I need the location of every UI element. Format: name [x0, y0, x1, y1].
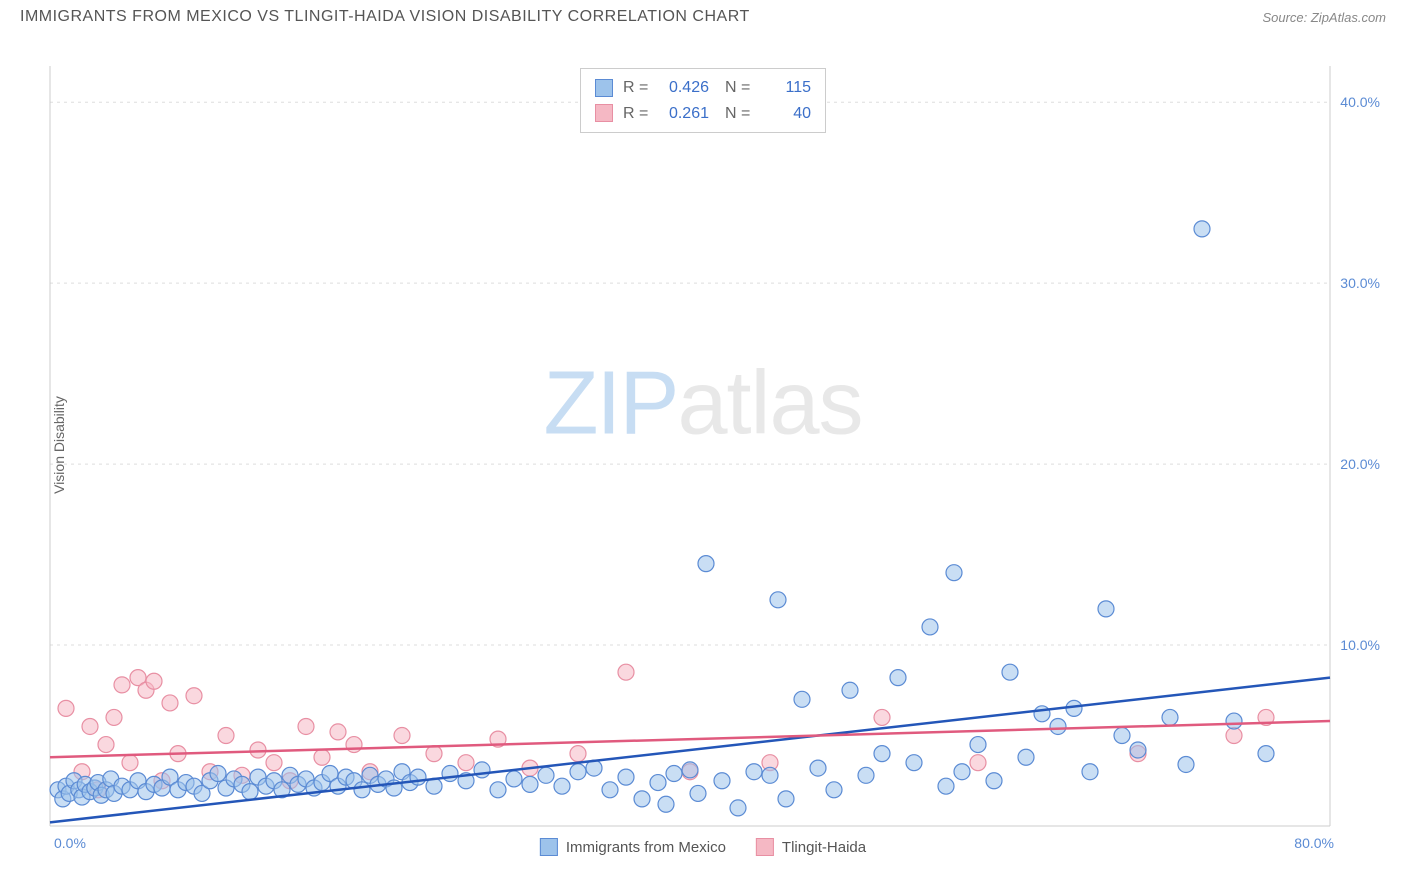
- svg-text:30.0%: 30.0%: [1340, 275, 1380, 291]
- legend-label-1: Tlingit-Haida: [782, 839, 866, 856]
- legend-swatch-1: [756, 838, 774, 856]
- stats-legend: R = 0.426 N = 115 R = 0.261 N = 40: [580, 68, 826, 133]
- n-value-1: 40: [763, 101, 811, 127]
- svg-text:20.0%: 20.0%: [1340, 456, 1380, 472]
- legend-label-0: Immigrants from Mexico: [566, 839, 726, 856]
- chart-container: Vision Disability ZIPatlas 10.0%20.0%30.…: [0, 30, 1406, 860]
- svg-text:10.0%: 10.0%: [1340, 637, 1380, 653]
- legend-item-0: Immigrants from Mexico: [540, 838, 726, 856]
- swatch-series-1: [595, 104, 613, 122]
- svg-text:0.0%: 0.0%: [54, 835, 86, 851]
- r-value-0: 0.426: [661, 75, 709, 101]
- r-value-1: 0.261: [661, 101, 709, 127]
- bottom-legend: Immigrants from Mexico Tlingit-Haida: [540, 838, 866, 856]
- legend-swatch-0: [540, 838, 558, 856]
- svg-text:80.0%: 80.0%: [1294, 835, 1334, 851]
- svg-text:40.0%: 40.0%: [1340, 94, 1380, 110]
- chart-title: IMMIGRANTS FROM MEXICO VS TLINGIT-HAIDA …: [20, 8, 750, 26]
- legend-item-1: Tlingit-Haida: [756, 838, 866, 856]
- scatter-plot-svg: 10.0% 20.0% 30.0% 40.0% 0.0% 80.0%: [0, 30, 1406, 860]
- source-attribution: Source: ZipAtlas.com: [1262, 10, 1386, 25]
- n-value-0: 115: [763, 75, 811, 101]
- stats-row-series-1: R = 0.261 N = 40: [595, 101, 811, 127]
- swatch-series-0: [595, 79, 613, 97]
- stats-row-series-0: R = 0.426 N = 115: [595, 75, 811, 101]
